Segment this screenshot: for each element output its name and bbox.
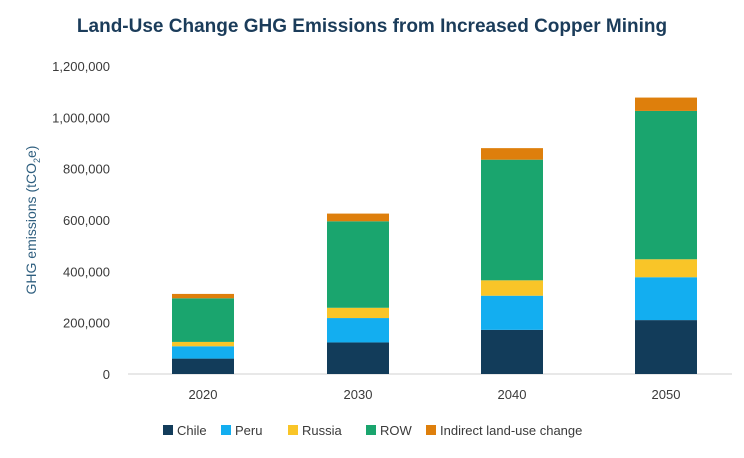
bar-segment-russia-2020 [172,341,234,347]
bar-segment-peru-2020 [172,346,234,359]
x-tick-label: 2020 [189,387,218,402]
bar-segment-peru-2040 [481,295,543,330]
y-tick-label: 1,000,000 [52,110,110,125]
y-axis-ticks: 0 200,000 400,000 600,000 800,000 1,000,000 1,… [52,59,110,382]
legend-swatch [221,425,231,435]
y-tick-label: 400,000 [63,264,110,279]
x-tick-label: 2030 [344,387,373,402]
y-axis-title: GHG emissions (tCO2e) [23,146,42,295]
bar-segment-indirect-land-use-change-2050 [635,97,697,111]
bar-segment-row-2020 [172,298,234,342]
bar-segment-russia-2050 [635,259,697,278]
y-tick-label: 800,000 [63,162,110,177]
bar-segment-peru-2050 [635,277,697,321]
y-tick-label: 200,000 [63,316,110,331]
y-tick-label: 1,200,000 [52,59,110,74]
bars [172,97,697,374]
bar-segment-indirect-land-use-change-2020 [172,293,234,299]
legend-swatch [288,425,298,435]
legend-swatch [366,425,376,435]
bar-segment-indirect-land-use-change-2030 [327,213,389,222]
bar-segment-chile-2020 [172,358,234,374]
bar-segment-peru-2030 [327,318,389,343]
bar-segment-chile-2030 [327,342,389,374]
bar-segment-indirect-land-use-change-2040 [481,148,543,160]
y-tick-label: 0 [103,367,110,382]
x-axis-ticks: 2020 2030 2040 2050 [189,387,681,402]
bar-segment-row-2030 [327,221,389,308]
bar-segment-russia-2030 [327,307,389,319]
legend-swatch [426,425,436,435]
legend-swatch [163,425,173,435]
legend-label: Russia [302,423,343,438]
bar-segment-chile-2040 [481,329,543,374]
legend-label: Chile [177,423,207,438]
x-tick-label: 2050 [652,387,681,402]
bar-segment-russia-2040 [481,280,543,296]
legend: Chile Peru Russia ROW Indirect land-use chan… [163,423,582,438]
x-tick-label: 2040 [498,387,527,402]
legend-label: ROW [380,423,413,438]
legend-label: Peru [235,423,262,438]
bar-segment-row-2050 [635,110,697,260]
legend-label: Indirect land-use change [440,423,582,438]
chart-title: Land-Use Change GHG Emissions from Incre… [76,16,668,37]
bar-segment-row-2040 [481,159,543,281]
bar-segment-chile-2050 [635,320,697,374]
y-tick-label: 600,000 [63,213,110,228]
